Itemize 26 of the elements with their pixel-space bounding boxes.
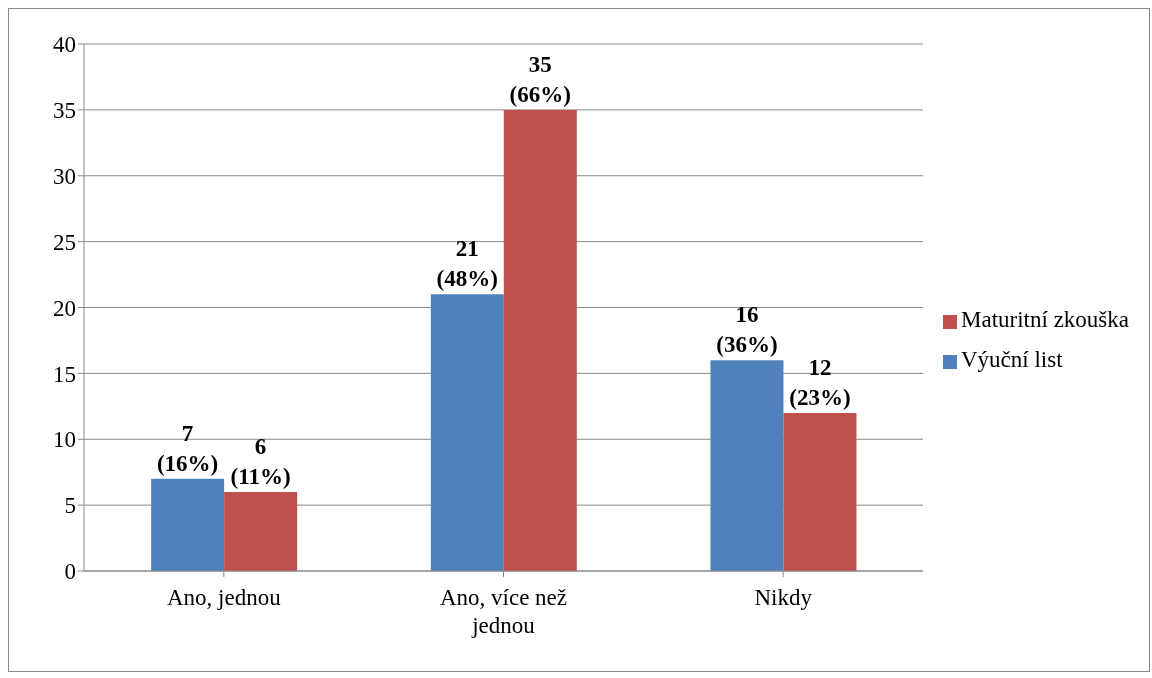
y-tick-label: 30 bbox=[53, 163, 76, 189]
data-label: 7 (16%) bbox=[156, 420, 219, 476]
y-tick-label: 15 bbox=[53, 361, 76, 387]
bar bbox=[503, 109, 577, 571]
data-label: 35 (66%) bbox=[509, 51, 571, 107]
data-label: 12 (23%) bbox=[789, 354, 851, 410]
legend-label: Maturitní zkouška bbox=[961, 307, 1129, 332]
x-tick-label: Ano, jednou bbox=[166, 585, 282, 610]
y-tick-label: 40 bbox=[53, 32, 76, 58]
bar bbox=[224, 491, 298, 571]
x-tick-label: Ano, více než jednou bbox=[439, 585, 568, 638]
legend-label: Výuční list bbox=[961, 347, 1063, 372]
y-tick-label: 0 bbox=[64, 559, 76, 585]
bar bbox=[151, 478, 225, 571]
y-tick-label: 25 bbox=[53, 229, 76, 255]
bar bbox=[783, 412, 857, 571]
data-label: 21 (48%) bbox=[436, 236, 498, 292]
x-tick-label: Nikdy bbox=[754, 585, 813, 610]
data-label: 16 (36%) bbox=[716, 302, 778, 358]
data-label: 6 (11%) bbox=[230, 433, 291, 489]
y-tick-label: 20 bbox=[53, 295, 76, 321]
bar bbox=[430, 294, 504, 571]
y-tick-label: 10 bbox=[53, 427, 76, 453]
bar bbox=[710, 360, 784, 571]
y-tick-label: 5 bbox=[64, 493, 76, 519]
y-tick-label: 35 bbox=[53, 98, 76, 124]
